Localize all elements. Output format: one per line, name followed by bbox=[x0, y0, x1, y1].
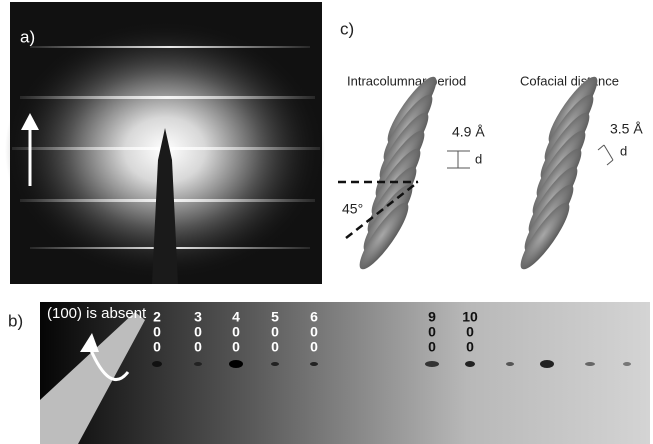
panel-c: c) Intracolumnar period Cofacial distanc… bbox=[338, 19, 643, 274]
miller-index: 10 bbox=[462, 309, 478, 325]
miller-index: 0 bbox=[153, 324, 161, 340]
miller-index: 5 bbox=[271, 309, 279, 325]
panel-b: b) (100) is absent 200300400500600900100… bbox=[8, 302, 650, 444]
miller-index: 0 bbox=[428, 324, 436, 340]
miller-index: 0 bbox=[428, 339, 436, 355]
miller-index: 6 bbox=[310, 309, 318, 325]
caption: Cofacial distance bbox=[520, 73, 619, 88]
miller-index: 0 bbox=[310, 339, 318, 355]
miller-index: 0 bbox=[271, 324, 279, 340]
note: (100) is absent bbox=[47, 305, 147, 322]
miller-index: 0 bbox=[310, 324, 318, 340]
miller-index: 2 bbox=[153, 309, 161, 325]
miller-index: 0 bbox=[153, 339, 161, 355]
miller-index: 0 bbox=[194, 339, 202, 355]
angle-label: 45° bbox=[342, 201, 363, 217]
bracket bbox=[447, 151, 470, 168]
distance-label: 3.5 Å bbox=[610, 121, 643, 137]
miller-index: 3 bbox=[194, 309, 202, 325]
miller-index: 0 bbox=[232, 339, 240, 355]
panel-label: b) bbox=[8, 311, 23, 330]
miller-index: 0 bbox=[466, 324, 474, 340]
distance-label: 4.9 Å bbox=[452, 124, 485, 140]
symbol: d bbox=[475, 151, 482, 166]
miller-index: 0 bbox=[194, 324, 202, 340]
figure: a) c) Intracolumnar period Cofacial dist… bbox=[0, 0, 653, 444]
caption: Intracolumnar period bbox=[347, 73, 466, 88]
miller-index: 4 bbox=[232, 309, 240, 325]
panel-a: a) bbox=[5, 2, 325, 284]
miller-index: 0 bbox=[466, 339, 474, 355]
panel-label: c) bbox=[340, 19, 354, 38]
miller-index: 0 bbox=[271, 339, 279, 355]
miller-index: 0 bbox=[232, 324, 240, 340]
symbol: d bbox=[620, 143, 627, 158]
panel-label: a) bbox=[20, 27, 35, 46]
molecule-stack bbox=[353, 71, 443, 274]
molecule-stack bbox=[514, 71, 604, 274]
miller-index: 9 bbox=[428, 309, 436, 325]
bracket bbox=[598, 145, 613, 165]
